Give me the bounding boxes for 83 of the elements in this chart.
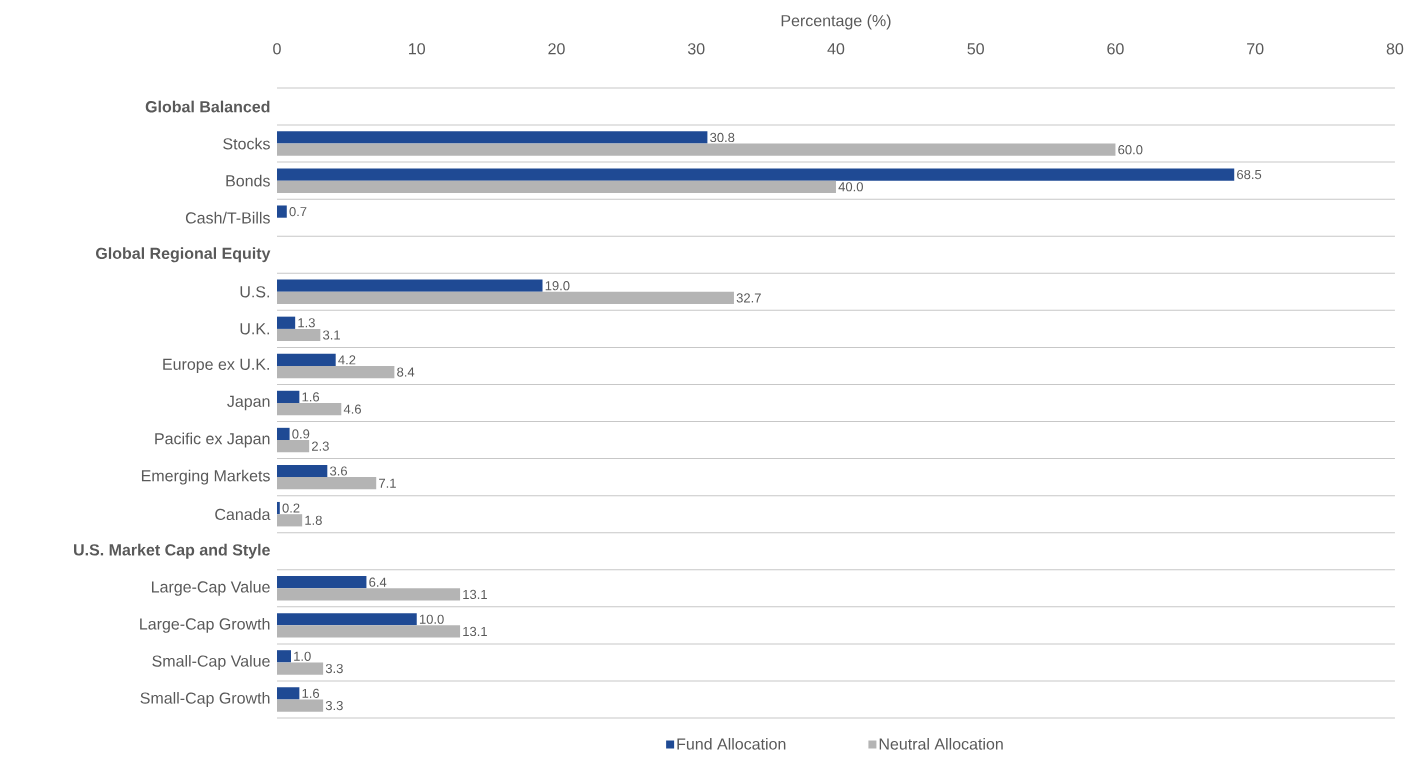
bar <box>277 514 303 527</box>
y-tick-label: U.S. Market Cap and Style <box>74 543 270 559</box>
data-label: 19.0 <box>545 281 570 291</box>
bar <box>277 365 395 379</box>
data-label: 0.2 <box>282 503 300 513</box>
data-label: 0.7 <box>289 206 307 217</box>
data-label: 3.3 <box>325 663 343 674</box>
data-label: 6.4 <box>369 577 387 587</box>
y-tick-label: Global Regional Equity <box>96 247 271 263</box>
data-label: 13.1 <box>463 626 487 637</box>
bar <box>277 180 836 193</box>
data-label: 1.6 <box>302 688 320 698</box>
legend-label: Neutral Allocation <box>879 737 1003 750</box>
x-axis-title: Percentage (%) <box>781 14 891 30</box>
bar <box>277 205 287 218</box>
y-tick-label: Small-Cap Growth <box>140 692 270 707</box>
bar <box>277 687 300 700</box>
x-tick-label: 50 <box>967 43 984 55</box>
bar <box>277 699 324 712</box>
y-tick-label: Emerging Markets <box>141 469 270 485</box>
data-label: 32.7 <box>736 293 761 303</box>
data-label: 30.8 <box>710 132 735 143</box>
bar <box>277 427 290 441</box>
data-label: 1.0 <box>294 651 311 661</box>
data-label: 7.1 <box>379 478 396 488</box>
x-tick-label: 30 <box>687 43 705 55</box>
data-label: 8.4 <box>397 367 415 377</box>
bar <box>277 168 1235 181</box>
x-tick-label: 10 <box>409 43 426 55</box>
y-tick-label: Stocks <box>223 137 270 150</box>
bar <box>277 291 734 305</box>
x-tick-label: 40 <box>827 43 845 55</box>
bar <box>277 625 461 638</box>
data-label: 40.0 <box>838 182 863 192</box>
x-tick-label: 60 <box>1107 43 1124 55</box>
y-tick-label: Global Balanced <box>145 100 270 113</box>
data-label: 1.6 <box>302 392 320 402</box>
bar <box>277 143 1116 156</box>
bar <box>277 662 324 675</box>
data-label: 4.2 <box>338 355 356 365</box>
data-label: 13.1 <box>463 589 487 600</box>
bar <box>277 403 342 416</box>
y-tick-label: Large-Cap Growth <box>140 617 270 633</box>
y-tick-label: U.S. <box>240 286 269 298</box>
bar <box>277 390 300 404</box>
y-tick-label: Bonds <box>226 174 270 187</box>
bar <box>277 353 336 366</box>
bar <box>277 440 310 453</box>
bar <box>277 131 708 144</box>
data-label: 68.5 <box>1237 169 1262 180</box>
legend-label: Fund Allocation <box>677 737 786 750</box>
data-label: 2.3 <box>312 441 329 451</box>
data-label: 0.9 <box>292 429 310 439</box>
bar <box>277 316 296 329</box>
data-label: 3.1 <box>323 330 340 340</box>
y-tick-label: U.K. <box>240 323 269 335</box>
data-label: 1.8 <box>305 515 322 525</box>
x-tick-label: 80 <box>1386 43 1404 55</box>
data-label: 60.0 <box>1118 145 1143 155</box>
data-label: 10.0 <box>419 614 444 624</box>
data-label: 1.3 <box>298 318 315 328</box>
bar <box>277 328 321 342</box>
y-tick-label: Canada <box>215 508 271 521</box>
bar <box>277 464 328 478</box>
y-tick-label: Small-Cap Value <box>152 654 270 670</box>
bar <box>277 279 543 292</box>
y-tick-label: Europe ex U.K. <box>163 358 269 374</box>
data-label: 3.6 <box>330 466 348 476</box>
data-label: 3.3 <box>325 700 343 711</box>
y-tick-label: Pacific ex Japan <box>155 432 270 448</box>
x-tick-label: 0 <box>273 43 281 55</box>
y-tick-label: Japan <box>227 395 270 411</box>
y-tick-label: Cash/T-Bills <box>185 211 270 224</box>
bar <box>277 576 367 589</box>
bar <box>277 613 417 626</box>
y-tick-label: Large-Cap Value <box>152 580 270 596</box>
x-tick-label: 20 <box>548 43 565 55</box>
bar <box>277 650 291 663</box>
bar <box>277 477 377 490</box>
bar <box>277 501 280 515</box>
data-label: 4.6 <box>343 404 361 414</box>
bar <box>277 588 461 601</box>
x-tick-label: 70 <box>1247 43 1264 55</box>
